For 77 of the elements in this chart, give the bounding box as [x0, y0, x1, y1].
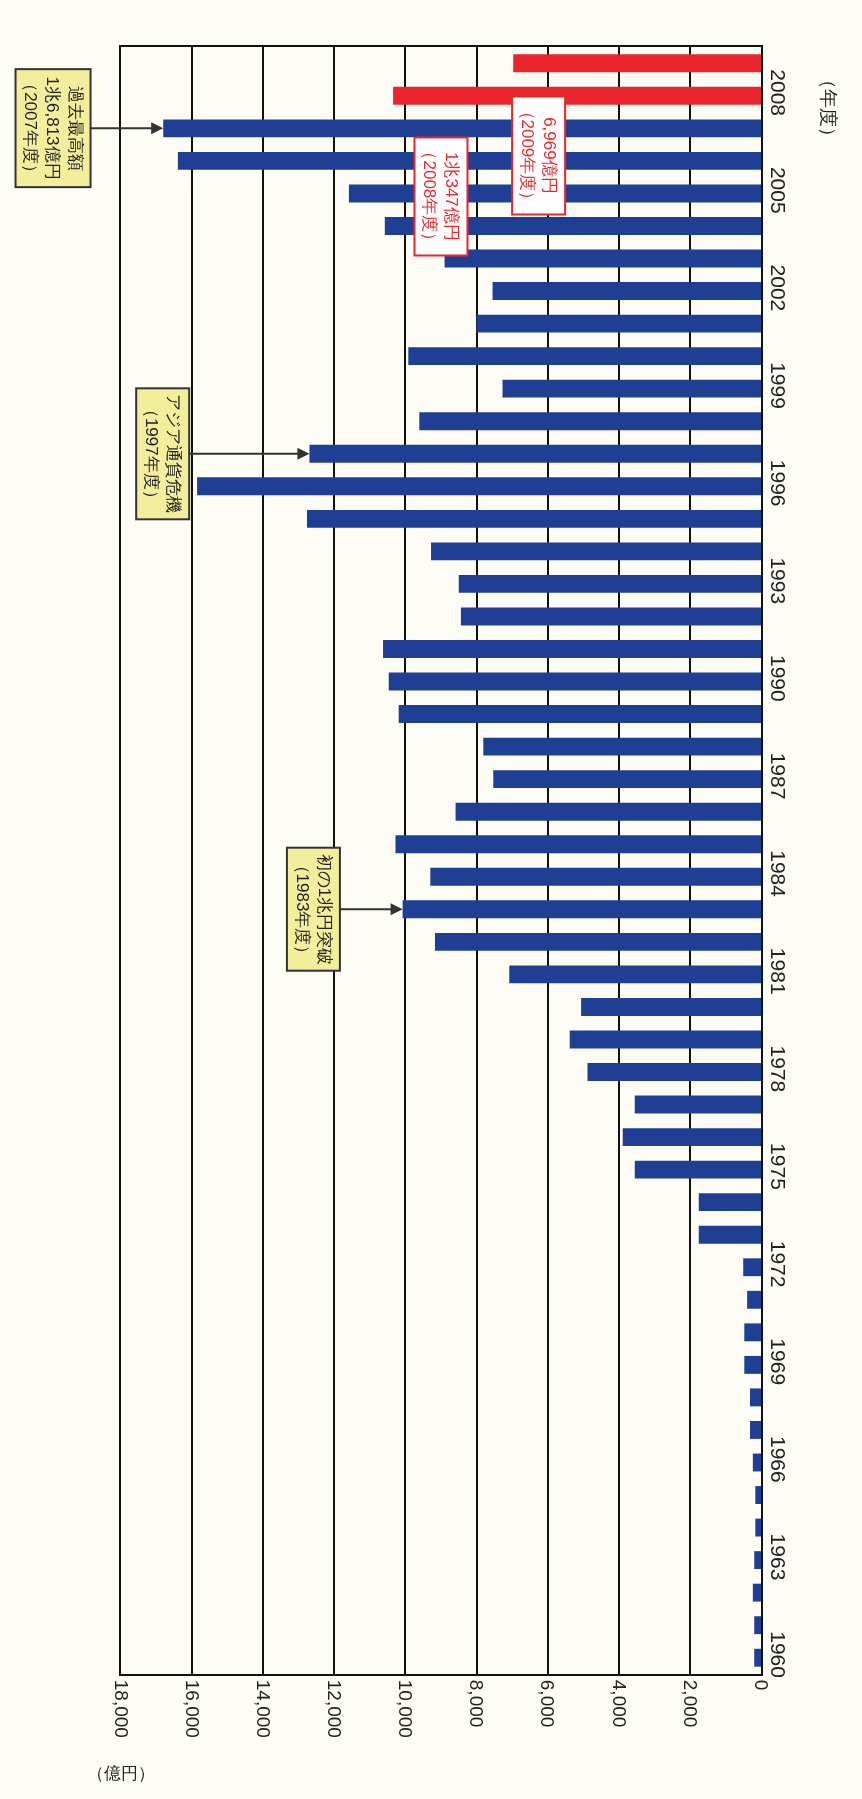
x-axis-title: （億円） — [87, 1764, 155, 1783]
x-tick-label: 8,000 — [466, 1679, 488, 1728]
y-tick-label: 1987 — [767, 752, 791, 800]
bar — [431, 542, 761, 561]
bar — [493, 770, 761, 789]
bar — [754, 1648, 761, 1667]
annotation: 1兆347億円（2008年度） — [420, 143, 462, 250]
annotation: 過去最高額1兆6,813億円（2007年度） — [21, 75, 85, 181]
bar — [698, 1193, 761, 1212]
y-tick-label: 2008 — [767, 69, 791, 117]
x-tick-label: 18,000 — [110, 1679, 132, 1738]
bar — [388, 672, 761, 691]
bar — [434, 932, 761, 951]
y-tick-label: 1990 — [767, 655, 791, 702]
y-tick-label: 1996 — [767, 459, 791, 507]
bar — [444, 249, 761, 268]
bar — [306, 509, 761, 528]
x-tick-label: 2,000 — [679, 1679, 701, 1728]
bar — [744, 1355, 761, 1374]
bar — [755, 1486, 761, 1504]
x-tick-label: 10,000 — [395, 1679, 417, 1738]
x-tick-label: 4,000 — [608, 1679, 630, 1728]
annotation: アジア通貨危機（1997年度） — [142, 394, 184, 514]
bar — [634, 1095, 761, 1114]
y-tick-label: 1972 — [767, 1240, 791, 1288]
bar — [749, 1421, 761, 1439]
bar — [458, 574, 761, 593]
bar — [747, 1290, 761, 1309]
bar — [744, 1323, 761, 1342]
bar — [743, 1258, 761, 1277]
bar — [513, 54, 761, 73]
y-axis-title: （年度） — [817, 69, 839, 146]
x-tick-label: 14,000 — [253, 1679, 275, 1738]
y-tick-label: 1975 — [767, 1143, 791, 1190]
bar — [581, 997, 761, 1016]
bar — [754, 1616, 761, 1635]
x-tick-label: 16,000 — [181, 1679, 203, 1738]
x-tick-label: 0 — [750, 1679, 772, 1691]
bar — [395, 835, 761, 854]
bar — [398, 705, 761, 724]
bar — [460, 607, 761, 626]
bar — [587, 1063, 761, 1081]
y-tick-label: 1966 — [767, 1435, 791, 1483]
annotation: 6,969億円（2009年度） — [518, 102, 560, 209]
bar — [430, 867, 761, 886]
bar — [197, 477, 761, 496]
bar — [476, 314, 761, 333]
x-tick-label: 12,000 — [324, 1679, 346, 1738]
y-tick-label: 1981 — [767, 947, 791, 995]
bar — [502, 379, 761, 398]
y-tick-label: 2005 — [767, 166, 791, 214]
bar — [622, 1128, 761, 1147]
bar — [509, 965, 761, 984]
bar — [569, 1030, 761, 1049]
y-tick-label: 1969 — [767, 1338, 791, 1386]
bar — [408, 347, 761, 366]
bar — [383, 640, 761, 658]
y-tick-label: 1960 — [767, 1631, 791, 1678]
bar — [492, 282, 761, 300]
bar — [455, 802, 761, 821]
y-tick-label: 1963 — [767, 1533, 791, 1581]
y-tick-label: 1999 — [767, 362, 791, 409]
bar — [634, 1160, 761, 1179]
bar — [755, 1518, 761, 1537]
y-tick-label: 2002 — [767, 264, 791, 312]
bar — [749, 1388, 761, 1407]
bar — [419, 412, 761, 431]
bar — [754, 1551, 761, 1570]
bar — [752, 1583, 761, 1602]
bar — [483, 737, 761, 756]
bar — [752, 1453, 761, 1472]
x-tick-label: 6,000 — [537, 1679, 559, 1728]
y-tick-label: 1984 — [767, 850, 791, 898]
bar — [698, 1225, 761, 1244]
y-tick-label: 1978 — [767, 1045, 791, 1093]
y-tick-label: 1993 — [767, 557, 791, 605]
annotation: 初の1兆円突破（1983年度） — [292, 853, 334, 966]
